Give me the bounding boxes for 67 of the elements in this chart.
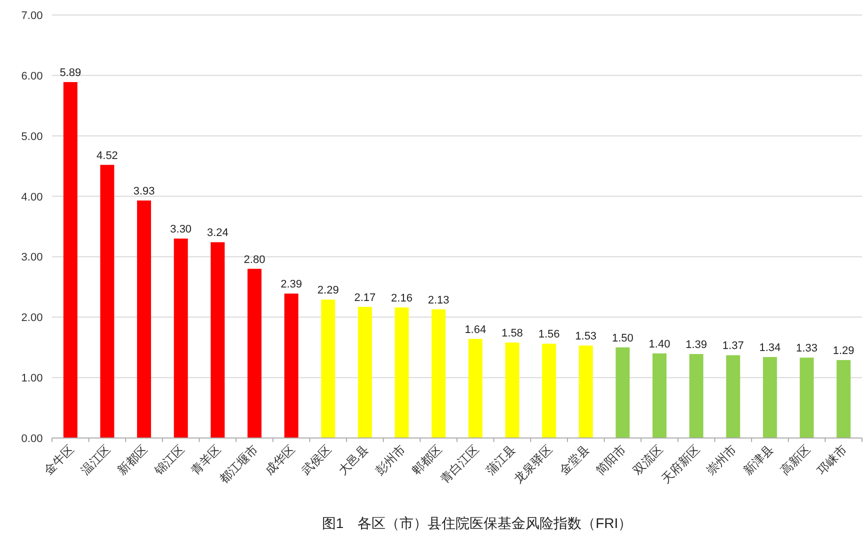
- data-label: 1.56: [538, 328, 560, 341]
- y-tick-label: 0.00: [21, 433, 43, 445]
- x-tick-label: 大邑县: [336, 442, 372, 478]
- data-label: 4.52: [96, 150, 118, 162]
- bar: [394, 307, 409, 438]
- bar: [248, 268, 262, 438]
- data-label: 1.50: [612, 332, 634, 344]
- x-tick-label: 金堂县: [556, 442, 592, 478]
- data-label: 3.30: [170, 224, 192, 236]
- bar: [100, 164, 114, 438]
- data-label: 3.93: [133, 186, 155, 198]
- bar: [505, 342, 520, 438]
- bar: [358, 306, 372, 438]
- x-tick-label: 邛崃市: [814, 442, 850, 478]
- bar: [578, 346, 593, 438]
- data-label: 1.58: [502, 328, 523, 340]
- x-tick-label: 武侯区: [298, 442, 334, 478]
- data-label: 1.33: [796, 342, 818, 355]
- data-label: 2.13: [428, 294, 450, 306]
- bar: [616, 347, 630, 438]
- y-tick-label: 5.00: [21, 130, 43, 143]
- bar: [63, 82, 78, 438]
- data-label: 2.39: [280, 278, 302, 291]
- y-tick-label: 2.00: [21, 312, 43, 324]
- bar: [689, 354, 704, 438]
- data-label: 2.17: [354, 292, 376, 304]
- y-tick-label: 6.00: [21, 70, 43, 82]
- bar: [652, 353, 666, 438]
- y-tick-label: 1.00: [21, 372, 43, 385]
- bar: [210, 242, 225, 438]
- data-label: 1.39: [686, 339, 708, 352]
- data-label: 2.80: [244, 254, 266, 266]
- x-tick-label: 简阳市: [593, 442, 629, 478]
- x-tick-label: 金牛区: [41, 442, 77, 478]
- x-tick-label: 高新区: [778, 442, 813, 478]
- bar: [321, 300, 336, 438]
- bar: [726, 355, 740, 438]
- data-label: 1.40: [648, 338, 670, 350]
- data-label: 1.34: [759, 342, 781, 354]
- bar: [800, 358, 814, 438]
- bar: [174, 238, 188, 438]
- data-label: 5.89: [60, 67, 82, 80]
- data-label: 1.29: [832, 345, 854, 358]
- x-tick-label: 崇州市: [704, 442, 740, 478]
- text: 图1 各区（市）县住院医保基金风险指数（FRI）: [322, 515, 632, 531]
- y-tick-label: 4.00: [21, 191, 43, 204]
- bar: [432, 309, 446, 438]
- bar: [137, 200, 152, 438]
- data-label: 2.16: [391, 292, 412, 304]
- bar: [284, 294, 298, 438]
- x-tick-label: 锦江区: [150, 442, 187, 478]
- x-tick-label: 成华区: [262, 442, 298, 478]
- x-tick-label: 新都区: [114, 442, 150, 478]
- data-label: 1.64: [464, 324, 486, 336]
- data-label: 3.24: [206, 227, 228, 240]
- x-tick-label: 彭州市: [372, 442, 408, 478]
- y-tick-label: 3.00: [21, 252, 43, 264]
- bar: [542, 344, 556, 438]
- data-label: 2.29: [317, 284, 339, 297]
- x-tick-label: 温江区: [78, 442, 114, 478]
- y-tick-label: 7.00: [21, 10, 43, 22]
- bar: [762, 357, 777, 438]
- data-label: 1.37: [722, 340, 744, 352]
- bar: [468, 338, 482, 438]
- x-tick-label: 新津县: [740, 442, 776, 478]
- data-label: 1.53: [575, 330, 597, 343]
- bar: [836, 360, 851, 438]
